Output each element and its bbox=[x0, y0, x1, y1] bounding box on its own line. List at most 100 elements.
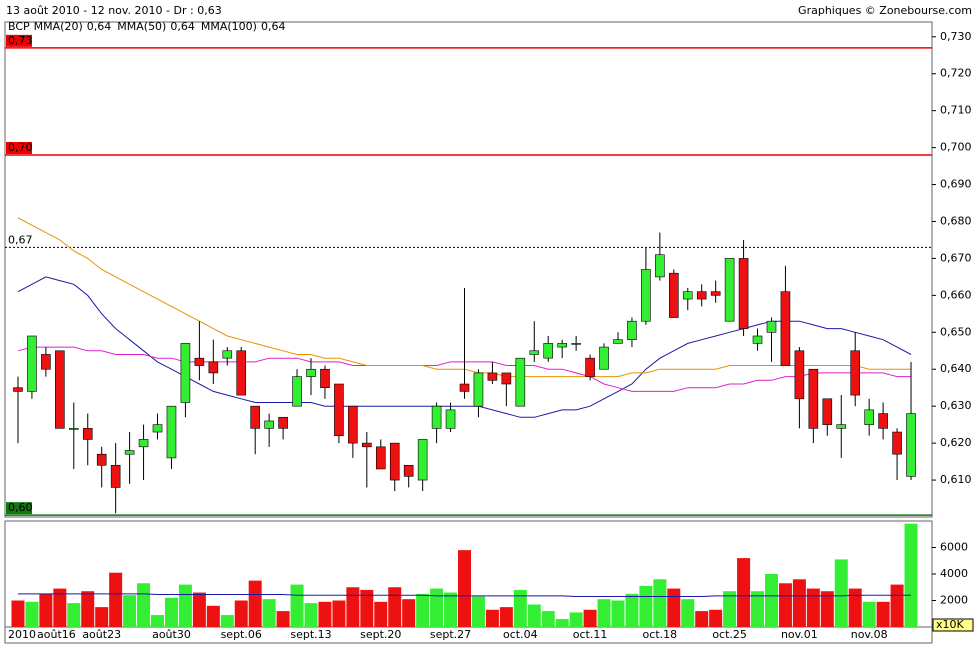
volume-bar bbox=[681, 599, 695, 627]
x-tick-label: août30 bbox=[152, 628, 191, 641]
candle-body bbox=[41, 354, 51, 370]
candle-body bbox=[613, 339, 623, 344]
candle-body bbox=[403, 464, 414, 477]
candle-body bbox=[641, 269, 651, 322]
volume-bar bbox=[695, 611, 709, 627]
source: Graphiques © Zonebourse.com bbox=[798, 4, 972, 17]
candle-body bbox=[808, 368, 819, 429]
volume-bar bbox=[555, 619, 569, 627]
volume-bar bbox=[890, 584, 904, 627]
volume-bar bbox=[388, 587, 402, 627]
chart-title: 13 août 2010 - 12 nov. 2010 - Dr : 0,63 bbox=[6, 4, 222, 17]
legend-entry: 0,64 bbox=[170, 20, 195, 33]
volume-bar bbox=[723, 591, 737, 627]
candle-body bbox=[82, 428, 93, 440]
x-tick-label: nov.08 bbox=[851, 628, 888, 641]
volume-bar bbox=[346, 587, 360, 627]
candle-body bbox=[138, 439, 149, 448]
y-tick-label: 0,630 bbox=[940, 399, 972, 412]
candle-body bbox=[431, 405, 442, 429]
volume-bar bbox=[834, 559, 848, 627]
volume-bar bbox=[513, 589, 527, 627]
volume-unit: x10K bbox=[936, 618, 965, 631]
price-panel bbox=[4, 21, 933, 518]
volume-bar bbox=[164, 597, 178, 627]
y-tick-label: 0,730 bbox=[940, 30, 972, 43]
y-tick-label: 6000 bbox=[940, 541, 968, 554]
volume-bar bbox=[499, 607, 513, 627]
candle-body bbox=[348, 405, 358, 444]
candle-body bbox=[96, 453, 107, 466]
y-tick-label: 0,680 bbox=[940, 214, 972, 227]
volume-bar bbox=[53, 588, 67, 627]
y-tick-label: 0,620 bbox=[940, 436, 972, 449]
volume-bar bbox=[109, 572, 123, 627]
x-tick-label: oct.11 bbox=[573, 628, 608, 641]
candle-body bbox=[417, 439, 428, 481]
volume-bar bbox=[402, 599, 416, 627]
legend-entry: MMA(50) bbox=[117, 20, 166, 33]
volume-bar bbox=[234, 600, 248, 627]
x-tick-label: août16 bbox=[37, 628, 76, 641]
volume-bar bbox=[751, 591, 765, 627]
y-tick-label: 0,640 bbox=[940, 362, 972, 375]
candle-body bbox=[696, 291, 707, 300]
volume-bar bbox=[458, 550, 471, 627]
volume-bar bbox=[527, 604, 541, 627]
y-tick-label: 2000 bbox=[940, 594, 968, 607]
candle-body bbox=[208, 361, 219, 374]
candle-body bbox=[68, 428, 79, 430]
volume-bar bbox=[220, 615, 234, 627]
y-tick-label: 0,650 bbox=[940, 325, 972, 338]
candle-body bbox=[850, 350, 861, 396]
volume-bar bbox=[67, 603, 81, 627]
candle-body bbox=[124, 450, 135, 455]
volume-bar bbox=[39, 593, 53, 627]
y-tick-label: 4000 bbox=[940, 567, 968, 580]
volume-bar bbox=[764, 574, 778, 627]
candle-body bbox=[222, 350, 233, 359]
candle-body bbox=[878, 413, 888, 429]
volume-bar bbox=[904, 523, 918, 627]
candle-body bbox=[389, 442, 400, 481]
volume-bar bbox=[248, 580, 262, 627]
x-tick-label: 2010 bbox=[8, 628, 36, 641]
y-tick-label: 0,720 bbox=[940, 67, 972, 80]
volume-bar bbox=[597, 599, 611, 627]
volume-bar bbox=[667, 588, 681, 627]
candle-body bbox=[250, 405, 260, 429]
candle-body bbox=[752, 335, 763, 344]
volume-bar bbox=[290, 584, 304, 627]
volume-bar bbox=[416, 593, 430, 627]
candle-body bbox=[459, 383, 470, 392]
candle-body bbox=[543, 343, 554, 359]
y-tick-label: 0,660 bbox=[940, 288, 972, 301]
legend: BCP MMA(20) 0,64 MMA(50) 0,64 MMA(100) 0,64 bbox=[8, 20, 285, 33]
candle-body bbox=[682, 291, 693, 300]
volume-bar bbox=[430, 588, 444, 627]
level-box bbox=[6, 34, 32, 47]
candle-body bbox=[515, 357, 526, 407]
candle-body bbox=[278, 416, 288, 429]
volume-bar bbox=[360, 589, 374, 627]
candle-body bbox=[194, 357, 205, 366]
candle-body bbox=[152, 424, 163, 433]
candle-body bbox=[306, 368, 316, 377]
volume-bar bbox=[541, 611, 555, 627]
level-label: 0,70 bbox=[8, 141, 33, 154]
y-tick-label: 0,710 bbox=[940, 104, 972, 117]
candle-body bbox=[710, 291, 721, 296]
volume-bar bbox=[192, 592, 206, 627]
candle-body bbox=[766, 320, 777, 333]
volume-bar bbox=[206, 605, 220, 627]
y-tick-label: 0,610 bbox=[940, 473, 972, 486]
candle-body bbox=[473, 372, 484, 407]
volume-bar bbox=[178, 584, 192, 627]
volume-bar bbox=[374, 601, 388, 627]
volume-bar bbox=[318, 601, 332, 627]
volume-bar bbox=[276, 611, 290, 627]
x-tick-label: août23 bbox=[82, 628, 121, 641]
candle-body bbox=[180, 343, 191, 403]
candle-body bbox=[655, 254, 665, 278]
